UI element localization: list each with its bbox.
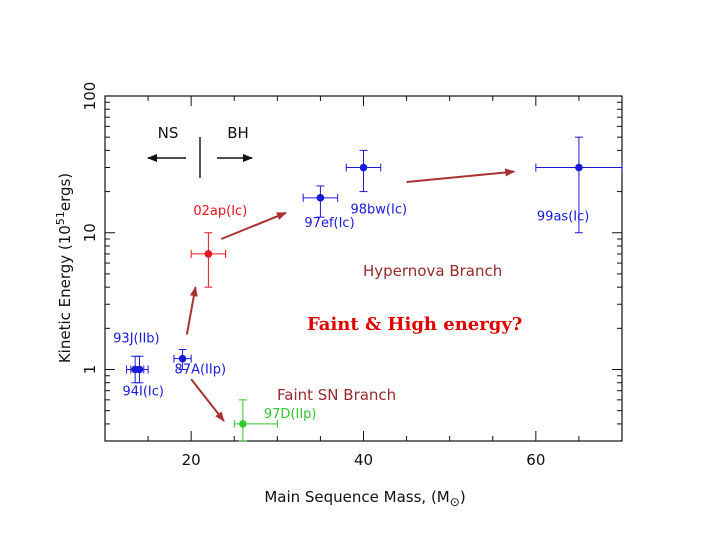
point-marker — [135, 365, 144, 374]
faint-high-energy-label: Faint & High energy? — [307, 314, 522, 335]
x-tick-label: 40 — [354, 451, 373, 469]
hypernova-branch-label: Hypernova Branch — [363, 262, 502, 280]
point-marker — [204, 250, 213, 258]
point-label: 94I(Ic) — [122, 384, 164, 399]
point-label: 93J(IIb) — [113, 331, 159, 346]
point-label: 87A(IIp) — [175, 363, 227, 378]
y-tick-label: 100 — [81, 82, 99, 111]
branch-arrow — [190, 378, 225, 422]
point-marker — [239, 420, 247, 428]
point-label: 02ap(Ic) — [193, 204, 247, 219]
faint-sn-branch-label: Faint SN Branch — [277, 386, 396, 404]
point-marker — [575, 163, 583, 172]
data-point: 94I(Ic) — [122, 355, 164, 399]
data-point: 98bw(Ic) — [345, 149, 408, 218]
point-marker — [359, 163, 368, 172]
axis-ticks: 20 40 60 1 10 100 — [81, 82, 623, 469]
data-points: 93J(IIb) 94I(Ic) 87A(IIp) 02ap(Ic) 97D(IIp) 9… — [113, 136, 623, 442]
y-tick-label: 1 — [81, 365, 99, 375]
point-label: 97ef(Ic) — [304, 216, 354, 231]
data-point: 97ef(Ic) — [302, 185, 355, 231]
ns-label: NS — [158, 124, 179, 142]
data-point: 87A(IIp) — [173, 349, 227, 378]
branch-arrows — [185, 168, 516, 422]
point-label: 97D(IIp) — [264, 407, 317, 422]
bh-label: BH — [227, 124, 249, 142]
point-marker — [178, 354, 187, 363]
x-tick-label: 20 — [182, 451, 201, 469]
point-label: 98bw(Ic) — [351, 203, 408, 218]
branch-arrow — [185, 286, 198, 335]
data-point: 93J(IIb) — [113, 331, 160, 384]
data-point: 97D(IIp) — [233, 399, 317, 442]
y-axis-label: Kinetic Energy (1051ergs) — [54, 173, 74, 363]
point-label: 99as(Ic) — [537, 210, 589, 225]
point-marker — [316, 194, 325, 202]
data-point: 02ap(Ic) — [190, 204, 247, 288]
y-tick-label: 10 — [81, 223, 99, 242]
branch-arrow — [406, 168, 516, 184]
x-tick-label: 60 — [526, 451, 545, 469]
data-point: 99as(Ic) — [535, 136, 623, 234]
x-axis-label: Main Sequence Mass, (M⊙) — [264, 488, 465, 509]
branch-arrow — [220, 211, 287, 240]
